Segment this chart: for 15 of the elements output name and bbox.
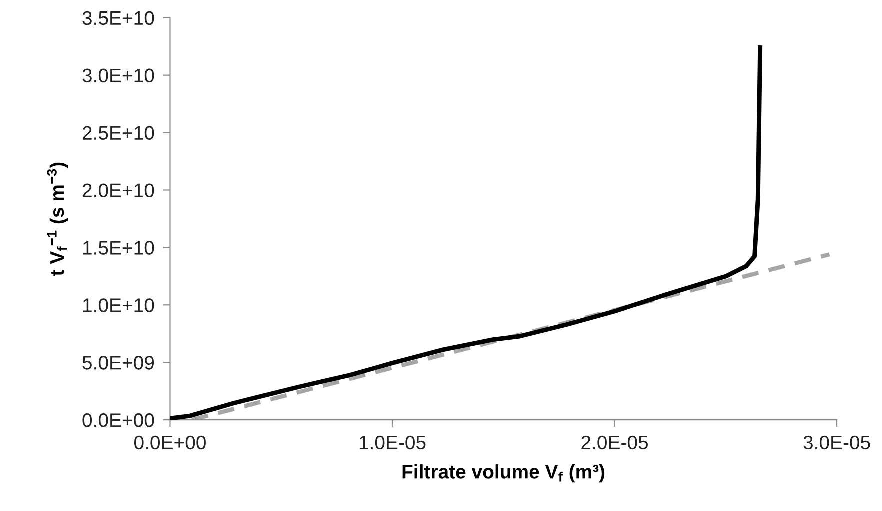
x-tick-label: 0.0E+00: [134, 436, 206, 450]
y-tick-label: 2.0E+10: [82, 184, 154, 198]
y-tick-label: 2.5E+10: [82, 126, 154, 140]
y-tick-label: 1.5E+10: [83, 241, 154, 255]
y-axis-title: t V$_{f}$$^{−1}$ (s m$^{−3}$): [47, 162, 68, 276]
line-series: [170, 46, 763, 420]
x-tick-label: 2.0E-05: [582, 436, 648, 450]
y-tick-label: 5.0E+09: [82, 356, 154, 370]
x-axis-title: Filtrate volume V$_{f}$ (m³): [402, 464, 605, 483]
y-tick-label: 0.0E+00: [82, 414, 154, 428]
x-tick-label: 1.0E-05: [360, 436, 426, 450]
y-tick-label: 1.0E+10: [83, 298, 154, 312]
y-tick-label: 3.5E+10: [82, 11, 154, 26]
x-tick-label: 3.0E-05: [804, 436, 870, 450]
y-tick-label: 3.0E+10: [82, 68, 154, 83]
